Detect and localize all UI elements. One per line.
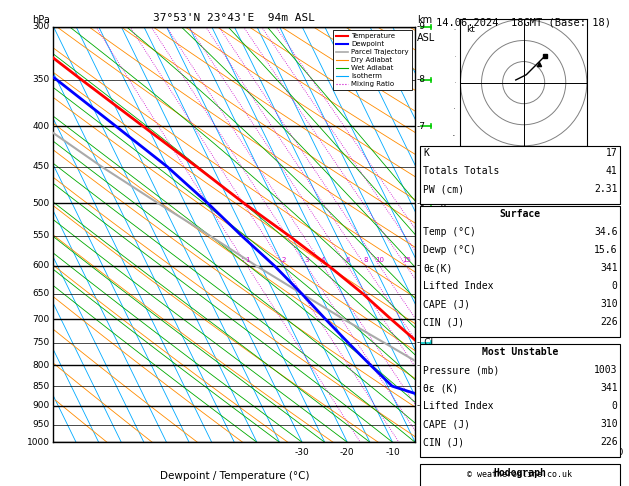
Text: 800: 800 [33,361,50,370]
Text: 0: 0 [435,449,441,457]
Text: -9: -9 [417,22,426,31]
Text: -4: -4 [417,314,426,324]
Text: K: K [423,148,429,158]
Text: 20: 20 [523,449,534,457]
Text: -3: -3 [417,361,426,370]
Text: -2: -2 [417,382,426,391]
Text: Lifted Index: Lifted Index [423,401,494,412]
Text: kt: kt [465,25,475,34]
Text: 30: 30 [567,449,579,457]
Text: 3: 3 [304,257,309,262]
Text: 550: 550 [33,231,50,241]
Text: θε(K): θε(K) [423,263,453,274]
Text: 10: 10 [477,449,489,457]
Text: 500: 500 [33,199,50,208]
Text: CAPE (J): CAPE (J) [423,299,470,310]
Text: 700: 700 [33,314,50,324]
Text: -LCL: -LCL [417,338,437,347]
Text: CIN (J): CIN (J) [423,437,464,448]
Text: -1: -1 [417,401,426,410]
Text: 14.06.2024  18GMT (Base: 18): 14.06.2024 18GMT (Base: 18) [437,17,611,27]
Text: -30: -30 [295,449,309,457]
Text: 650: 650 [33,289,50,298]
Text: Mixing Ratio (g/kg): Mixing Ratio (g/kg) [440,195,448,274]
Text: 6: 6 [345,257,350,262]
Text: 2: 2 [282,257,286,262]
Text: 4: 4 [321,257,325,262]
Text: 600: 600 [33,261,50,270]
Text: hPa: hPa [32,15,50,25]
Text: 400: 400 [33,122,50,131]
Text: -20: -20 [340,449,355,457]
Text: -10: -10 [385,449,400,457]
Text: Surface: Surface [499,209,540,220]
Text: © weatheronline.co.uk: © weatheronline.co.uk [467,469,572,479]
Text: 17: 17 [606,148,618,158]
Text: 40: 40 [613,449,624,457]
Text: 226: 226 [600,437,618,448]
Text: 0: 0 [612,401,618,412]
Text: Hodograph: Hodograph [493,468,547,478]
Text: CAPE (J): CAPE (J) [423,419,470,430]
Text: 341: 341 [600,263,618,274]
Text: 310: 310 [600,299,618,310]
Text: -5: -5 [417,261,426,270]
Text: 950: 950 [33,420,50,429]
Text: 1: 1 [245,257,250,262]
Text: Temp (°C): Temp (°C) [423,227,476,238]
Text: 2.31: 2.31 [594,184,618,194]
Text: Lifted Index: Lifted Index [423,281,494,292]
Text: -6: -6 [417,199,426,208]
Text: 341: 341 [600,383,618,394]
Text: 41: 41 [606,166,618,176]
Text: 900: 900 [33,401,50,410]
Text: 15.6: 15.6 [594,245,618,256]
Text: Dewp (°C): Dewp (°C) [423,245,476,256]
Text: 310: 310 [600,419,618,430]
Text: Most Unstable: Most Unstable [482,347,558,358]
Text: 1003: 1003 [594,365,618,376]
Text: -8: -8 [417,75,426,85]
Text: -7: -7 [417,122,426,131]
Text: 450: 450 [33,162,50,171]
Text: 300: 300 [33,22,50,31]
Text: 10: 10 [375,257,384,262]
Text: 15: 15 [402,257,411,262]
Text: km: km [417,15,432,25]
Text: 350: 350 [33,75,50,85]
Text: 226: 226 [600,317,618,328]
Text: 750: 750 [33,338,50,347]
Text: θε (K): θε (K) [423,383,459,394]
Text: CIN (J): CIN (J) [423,317,464,328]
Text: Pressure (mb): Pressure (mb) [423,365,499,376]
Text: 1000: 1000 [27,438,50,447]
Title: 37°53'N 23°43'E  94m ASL: 37°53'N 23°43'E 94m ASL [153,13,315,23]
Text: 0: 0 [612,281,618,292]
Text: ASL: ASL [417,33,435,43]
Text: 8: 8 [363,257,367,262]
Text: 850: 850 [33,382,50,391]
Text: PW (cm): PW (cm) [423,184,464,194]
Text: 34.6: 34.6 [594,227,618,238]
Legend: Temperature, Dewpoint, Parcel Trajectory, Dry Adiabat, Wet Adiabat, Isotherm, Mi: Temperature, Dewpoint, Parcel Trajectory… [333,30,411,90]
Text: Totals Totals: Totals Totals [423,166,499,176]
Text: Dewpoint / Temperature (°C): Dewpoint / Temperature (°C) [160,471,309,481]
